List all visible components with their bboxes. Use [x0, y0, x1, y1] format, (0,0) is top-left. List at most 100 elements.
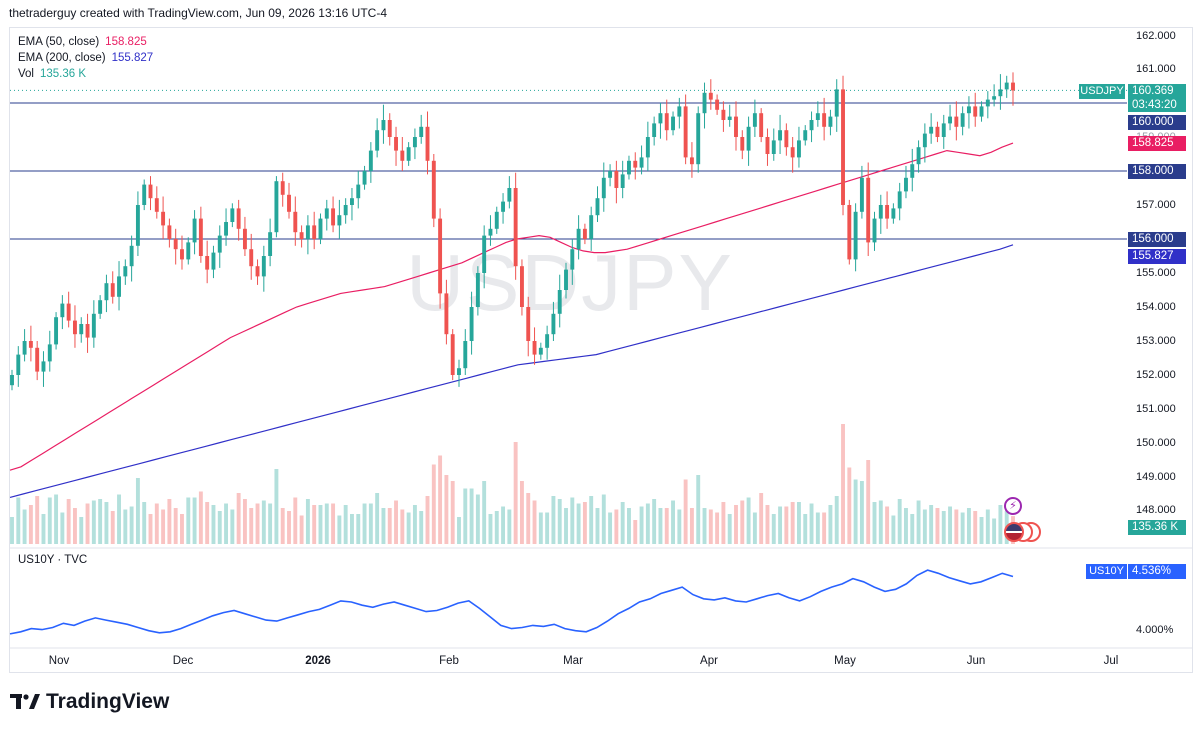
- volume-bar: [683, 479, 688, 544]
- candle-body: [803, 130, 808, 141]
- volume-bar: [255, 503, 260, 544]
- candle-body: [922, 133, 927, 148]
- candle-body: [526, 307, 531, 341]
- candle-body: [966, 106, 971, 114]
- candle-body: [790, 147, 795, 158]
- volume-bar: [696, 475, 701, 544]
- volume-bar: [494, 511, 499, 544]
- volume-bar: [305, 499, 310, 544]
- symbol-badge[interactable]: USDJPY: [1079, 84, 1125, 99]
- volume-bar: [784, 506, 789, 544]
- candle-body: [236, 208, 241, 229]
- volume-bar: [778, 506, 783, 544]
- volume-bar: [973, 511, 978, 544]
- volume-bar: [22, 509, 27, 544]
- candle-body: [431, 160, 436, 219]
- volume-bar: [318, 505, 323, 544]
- volume-bar: [633, 520, 638, 544]
- candle-body: [494, 211, 499, 229]
- volume-bar: [60, 512, 65, 544]
- candle-body: [85, 324, 90, 338]
- price-tick: 149.000: [1136, 471, 1176, 483]
- time-axis-label: Jul: [1104, 655, 1119, 667]
- volume-bar: [186, 497, 191, 544]
- candle-body: [469, 307, 474, 341]
- candle-body: [425, 126, 430, 161]
- candle-body: [154, 198, 159, 212]
- volume-bar: [98, 499, 103, 544]
- candle-body: [117, 276, 121, 297]
- volume-label: 135.36 K: [1128, 520, 1186, 535]
- legend-vol[interactable]: Vol 135.36 K: [18, 66, 153, 82]
- candle-body: [532, 341, 537, 355]
- candle-body: [331, 208, 336, 226]
- candle-body: [394, 137, 398, 151]
- volume-bar: [891, 515, 896, 544]
- us10y-legend[interactable]: US10Y · TVC: [18, 552, 87, 568]
- candle-body: [198, 218, 203, 256]
- candle-body: [796, 140, 801, 158]
- volume-bar: [564, 508, 568, 544]
- candle-body: [904, 177, 908, 192]
- candle-body: [689, 157, 694, 165]
- candle-body: [778, 130, 783, 141]
- volume-bar: [368, 503, 373, 544]
- ema200-price-label: 155.827: [1128, 249, 1186, 264]
- volume-bar: [280, 508, 285, 544]
- tradingview-logo[interactable]: TradingView: [10, 690, 169, 714]
- volume-bar: [123, 509, 128, 544]
- candle-body: [614, 171, 619, 188]
- candle-body: [368, 150, 373, 171]
- volume-bar: [570, 497, 575, 544]
- volume-bar: [85, 503, 90, 544]
- legend-ema50[interactable]: EMA (50, close) 158.825: [18, 34, 153, 50]
- candle-body: [167, 225, 172, 239]
- candle-body: [438, 218, 443, 294]
- volume-bar: [110, 511, 115, 544]
- candle-body: [280, 181, 285, 195]
- candle-body: [708, 92, 713, 100]
- volume-bar: [173, 508, 178, 544]
- candle-body: [992, 96, 997, 100]
- us10y-badge[interactable]: US10Y: [1086, 564, 1127, 579]
- volume-bar: [910, 514, 915, 544]
- candle-body: [123, 266, 128, 277]
- volume-bar: [41, 514, 46, 544]
- time-axis-label: Jun: [967, 655, 986, 667]
- volume-bar: [960, 512, 965, 544]
- candle-body: [545, 334, 550, 348]
- economic-events-icon[interactable]: [1003, 521, 1043, 543]
- volume-bar: [161, 509, 166, 544]
- volume-bar: [47, 497, 52, 544]
- legend-ema200[interactable]: EMA (200, close) 155.827: [18, 50, 153, 66]
- candle-body: [375, 130, 380, 151]
- volume-bar: [601, 494, 606, 544]
- volume-bar: [771, 514, 776, 544]
- candle-body: [538, 347, 543, 355]
- volume-bar: [922, 509, 927, 544]
- volume-bar: [66, 499, 71, 544]
- volume-bar: [79, 517, 84, 544]
- candle-body: [652, 123, 657, 137]
- volume-bar: [438, 455, 443, 544]
- candle-body: [211, 252, 216, 270]
- volume-bar: [847, 467, 852, 544]
- candle-body: [979, 106, 984, 117]
- us10y-legend-label: US10Y · TVC: [18, 554, 88, 566]
- volume-bar: [10, 517, 14, 544]
- candle-body: [230, 208, 235, 222]
- volume-bar: [230, 509, 235, 544]
- candle-body: [639, 157, 644, 168]
- volume-bar: [28, 505, 33, 544]
- candle-body: [305, 225, 310, 239]
- lightning-icon[interactable]: ⚡: [1004, 497, 1022, 515]
- volume-bar: [350, 514, 354, 544]
- volume-bar: [331, 503, 336, 544]
- candle-body: [664, 113, 669, 131]
- volume-bar: [91, 500, 96, 544]
- volume-bar: [431, 464, 436, 544]
- candle-body: [501, 201, 506, 212]
- candle-body: [929, 126, 934, 134]
- candle-body: [519, 266, 524, 307]
